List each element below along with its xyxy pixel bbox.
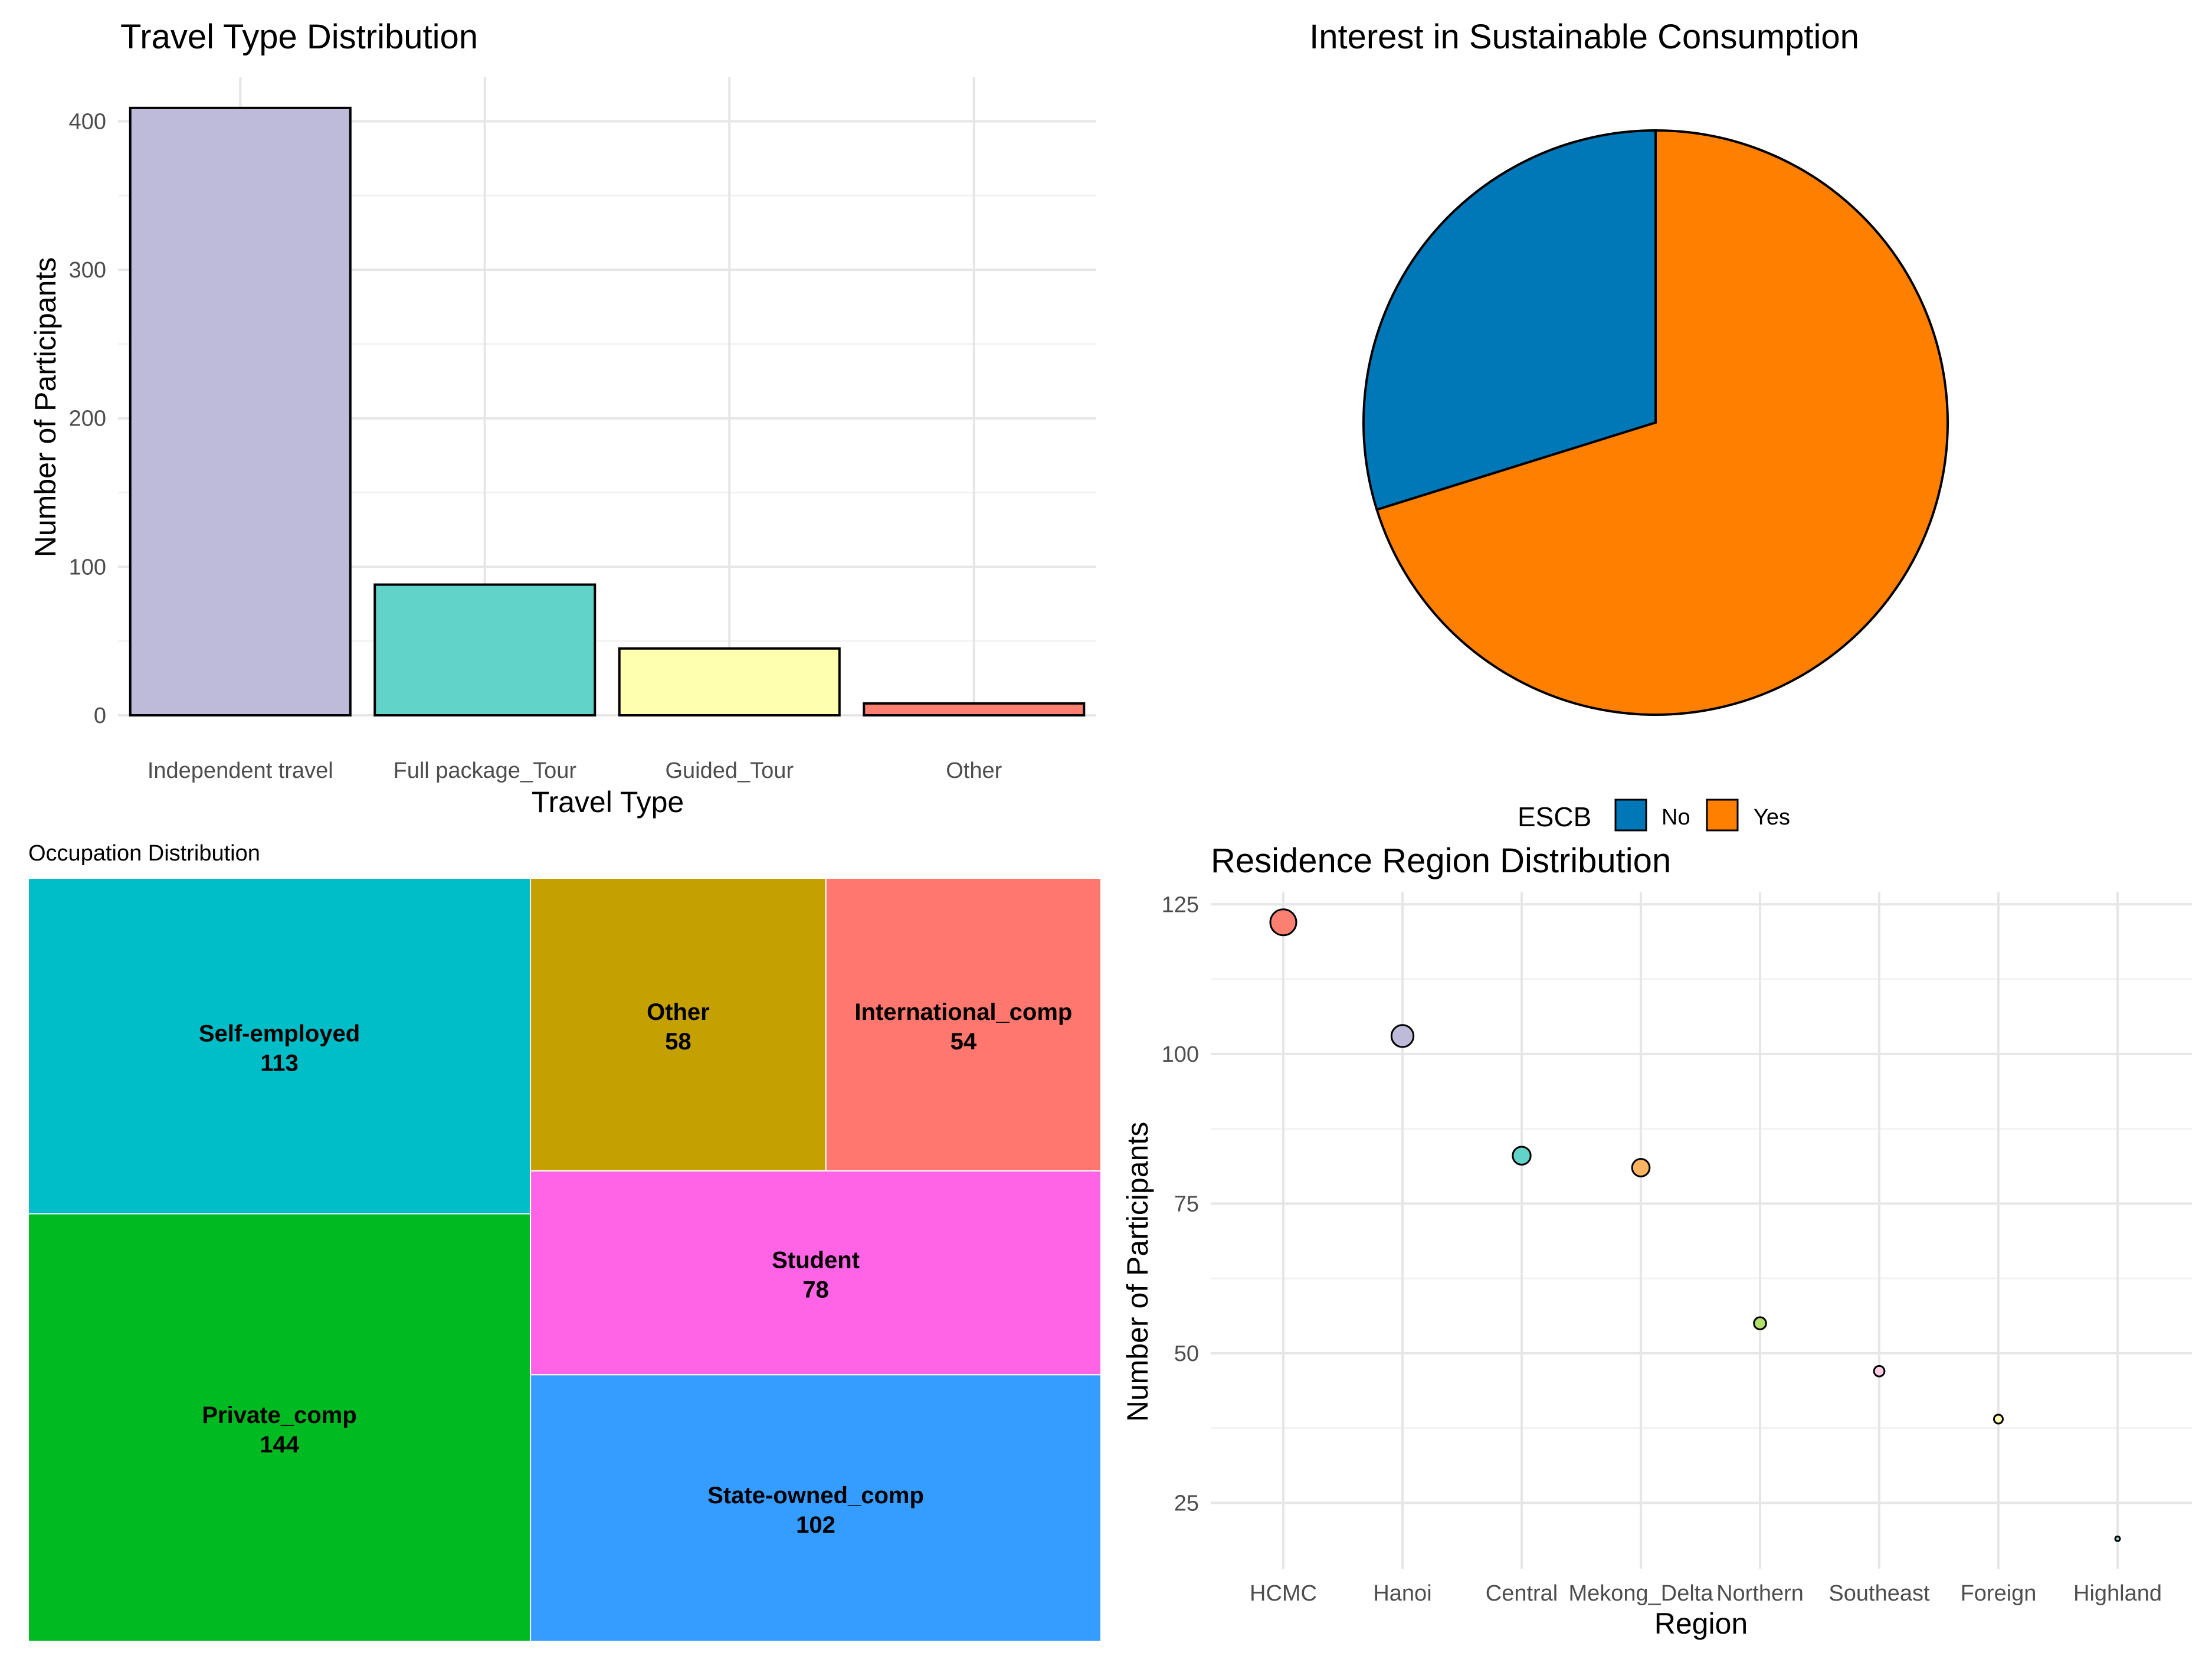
treemap-tile-self-employed [28, 878, 532, 1215]
legend-label-no: No [1662, 805, 1690, 830]
occupation-treemap: Self-employed 113 Private_comp 144 Other 58 In… [28, 878, 1102, 1642]
escb-chart-title: Interest in Sustainable Consumption [1309, 18, 1859, 56]
region-gridlines [1211, 892, 2192, 1569]
travel-bars [129, 106, 1086, 717]
region-x-ticks: HCMC Hanoi Central Mekong_Delta Northern Sout… [1250, 1581, 2162, 1606]
treemap-value: 102 [796, 1512, 835, 1538]
pie-slice-yes [1375, 129, 1949, 716]
travel-y-tick-label: 200 [69, 407, 106, 431]
region-x-tick-label: Central [1486, 1581, 1558, 1606]
region-x-axis-title: Region [1654, 1607, 1748, 1640]
travel-y-tick-label: 0 [94, 703, 106, 728]
travel-y-axis-title: Number of Participants [29, 257, 62, 558]
treemap-tile-other [530, 878, 827, 1172]
treemap-value: 54 [951, 1029, 977, 1055]
treemap-label: Other [647, 999, 710, 1025]
region-x-tick-label: Foreign [1961, 1581, 2037, 1606]
treemap-label: International_comp [854, 999, 1072, 1025]
occupation-panel: Occupation Distribution Self-employed 113… [28, 841, 1102, 1642]
region-points [1269, 908, 2121, 1542]
travel-chart-title: Travel Type Distribution [120, 18, 478, 56]
travel-x-tick-label: Other [946, 758, 1002, 783]
travel-y-tick-label: 100 [69, 555, 106, 580]
point-mekong-delta [1631, 1158, 1651, 1177]
treemap-tile-private-comp [28, 1213, 532, 1642]
treemap-label: Student [772, 1248, 860, 1274]
treemap-value: 78 [802, 1277, 829, 1303]
bar-guided-tour [618, 647, 841, 717]
region-x-tick-label: Mekong_Delta [1568, 1581, 1713, 1606]
region-chart-title: Residence Region Distribution [1211, 842, 1671, 880]
treemap-label: Self-employed [199, 1020, 360, 1046]
legend-label-yes: Yes [1754, 805, 1790, 830]
point-highland [2114, 1535, 2121, 1542]
treemap-label: State-owned_comp [707, 1483, 924, 1509]
travel-x-axis-title: Travel Type [532, 786, 684, 819]
treemap-value: 113 [260, 1050, 299, 1076]
escb-legend: ESCB No Yes [1518, 799, 1790, 832]
bar-full-package-tour [373, 583, 597, 716]
travel-y-tick-label: 400 [69, 109, 106, 134]
point-northern [1753, 1316, 1767, 1330]
treemap-tile-international-comp [825, 878, 1102, 1172]
pie-slice-no [1362, 129, 1657, 512]
region-x-tick-label: Highland [2073, 1581, 2162, 1606]
travel-x-tick-label: Full package_Tour [393, 758, 576, 783]
region-x-tick-label: HCMC [1250, 1581, 1317, 1606]
region-x-tick-label: Northern [1716, 1581, 1804, 1606]
region-y-ticks: 25 50 75 100 125 [1162, 892, 1199, 1516]
region-y-tick-label: 25 [1174, 1491, 1199, 1516]
treemap-label: Private_comp [202, 1402, 356, 1428]
region-y-tick-label: 50 [1174, 1341, 1199, 1366]
travel-x-tick-label: Independent travel [148, 758, 333, 783]
occupation-chart-title: Occupation Distribution [28, 841, 260, 866]
region-x-tick-label: Southeast [1828, 1581, 1930, 1606]
point-hcmc [1269, 908, 1297, 937]
travel-x-ticks: Independent travel Full package_Tour Guide… [148, 758, 1002, 783]
bar-independent-travel [129, 106, 352, 716]
travel-y-ticks: 0 100 200 300 400 [69, 109, 106, 728]
legend-key-no [1614, 799, 1647, 832]
region-y-axis-title: Number of Participants [1121, 1122, 1154, 1422]
point-southeast [1873, 1364, 1886, 1377]
treemap-tile-student [530, 1170, 1102, 1376]
region-y-tick-label: 100 [1162, 1042, 1199, 1067]
region-y-tick-label: 125 [1162, 892, 1199, 917]
travel-y-tick-label: 300 [69, 258, 106, 283]
point-hanoi [1390, 1024, 1415, 1048]
region-panel: Residence Region Distribution 25 50 75 100 1… [1121, 842, 2192, 1640]
escb-panel: Interest in Sustainable Consumption ESCB… [1309, 18, 1949, 832]
region-y-tick-label: 75 [1174, 1192, 1199, 1216]
travel-x-tick-label: Guided_Tour [665, 758, 794, 783]
point-central [1512, 1146, 1532, 1166]
escb-legend-title: ESCB [1518, 801, 1591, 832]
treemap-value: 144 [260, 1432, 299, 1458]
travel-type-panel: Travel Type Distribution 0 100 200 300 400 I… [29, 18, 1096, 819]
point-foreign [1993, 1413, 2004, 1425]
treemap-value: 58 [665, 1029, 692, 1055]
region-x-tick-label: Hanoi [1373, 1581, 1431, 1606]
treemap-tile-state-owned-comp [530, 1374, 1102, 1642]
bar-other [863, 702, 1086, 716]
escb-pie [1362, 129, 1949, 716]
legend-key-yes [1706, 799, 1739, 832]
